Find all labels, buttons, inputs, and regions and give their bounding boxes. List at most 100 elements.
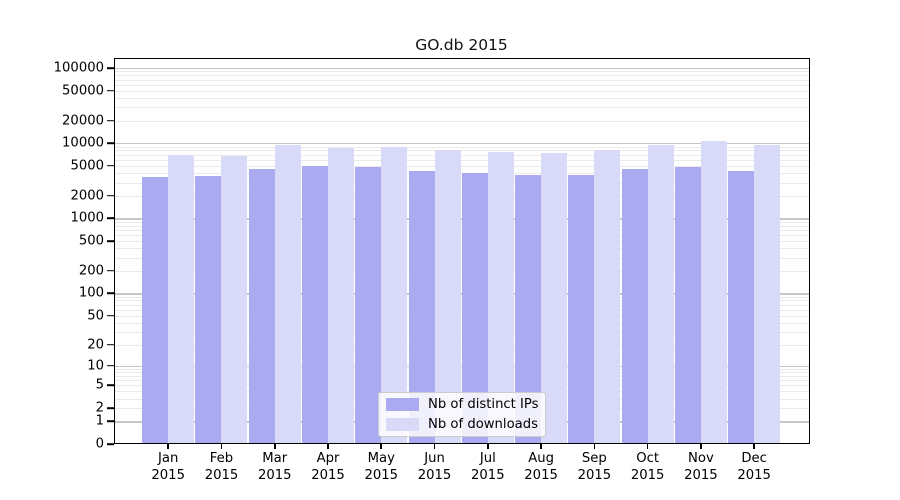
y-tick-label: 2 bbox=[95, 400, 104, 416]
minor-gridline bbox=[113, 270, 810, 272]
minor-gridline bbox=[113, 248, 810, 250]
minor-gridline bbox=[113, 84, 810, 86]
y-tick-mark bbox=[107, 194, 114, 197]
y-tick-mark bbox=[107, 165, 114, 167]
minor-gridline bbox=[113, 182, 810, 184]
minor-gridline bbox=[113, 315, 810, 317]
bar-jan-downloads bbox=[168, 155, 195, 444]
minor-gridline bbox=[113, 195, 810, 197]
minor-gridline bbox=[113, 331, 810, 333]
bar-sep-downloads bbox=[594, 149, 621, 444]
bar-dec-downloads bbox=[754, 145, 781, 444]
y-tick-mark bbox=[107, 240, 114, 242]
bar-oct-downloads bbox=[647, 144, 674, 444]
y-tick-mark bbox=[107, 314, 114, 317]
x-tick-label: May 2015 bbox=[364, 451, 399, 483]
x-tick-label: Dec 2015 bbox=[737, 451, 771, 483]
major-gridline bbox=[113, 67, 810, 70]
y-tick-label: 1 bbox=[95, 413, 104, 429]
minor-gridline bbox=[113, 150, 810, 152]
minor-gridline bbox=[113, 230, 810, 231]
legend-label: Nb of downloads bbox=[428, 417, 538, 432]
x-tick-label: Jun 2015 bbox=[417, 451, 452, 483]
minor-gridline bbox=[113, 296, 810, 298]
minor-gridline bbox=[113, 107, 810, 109]
y-tick-mark bbox=[107, 270, 114, 272]
bar-sep-ips bbox=[568, 174, 595, 444]
y-tick-mark bbox=[107, 67, 114, 69]
x-tick-mark bbox=[273, 444, 276, 449]
y-tick-label: 100 bbox=[78, 285, 104, 301]
x-tick-mark bbox=[593, 444, 596, 449]
bar-dec-ips bbox=[728, 170, 755, 444]
minor-gridline bbox=[113, 221, 810, 223]
bar-feb-downloads bbox=[221, 156, 248, 444]
y-tick-label: 5000 bbox=[70, 158, 104, 174]
bar-oct-ips bbox=[621, 168, 648, 444]
y-tick-mark bbox=[107, 420, 114, 423]
minor-gridline bbox=[113, 257, 810, 259]
bar-mar-downloads bbox=[274, 145, 301, 444]
y-tick-label: 5 bbox=[95, 377, 104, 393]
minor-gridline bbox=[113, 391, 810, 393]
x-tick-label: Jan 2015 bbox=[151, 451, 185, 483]
y-tick-mark bbox=[107, 119, 114, 122]
y-tick-mark bbox=[107, 217, 114, 220]
x-tick-label: Oct 2015 bbox=[630, 451, 665, 483]
minor-gridline bbox=[113, 75, 810, 77]
major-gridline bbox=[113, 365, 810, 367]
x-tick-label: Mar 2015 bbox=[257, 451, 292, 483]
y-tick-label: 500 bbox=[78, 233, 104, 249]
minor-gridline bbox=[113, 146, 810, 148]
bar-mar-ips bbox=[248, 168, 275, 444]
minor-gridline bbox=[113, 71, 810, 73]
major-gridline bbox=[113, 218, 810, 220]
y-tick-mark bbox=[107, 443, 114, 445]
y-tick-mark bbox=[107, 292, 114, 295]
major-gridline bbox=[113, 143, 810, 145]
minor-gridline bbox=[113, 376, 810, 378]
y-tick-mark bbox=[107, 384, 114, 387]
y-tick-label: 100000 bbox=[53, 60, 104, 76]
bar-may-ips bbox=[355, 167, 382, 444]
minor-gridline bbox=[113, 368, 810, 370]
x-tick-mark bbox=[220, 444, 223, 449]
legend-swatch-icon bbox=[386, 417, 419, 432]
chart-title: GO.db 2015 bbox=[415, 36, 508, 54]
x-tick-mark bbox=[433, 444, 436, 449]
y-tick-label: 20 bbox=[87, 337, 104, 353]
x-tick-label: Aug 2015 bbox=[524, 451, 558, 483]
minor-gridline bbox=[113, 159, 810, 161]
bar-feb-ips bbox=[195, 175, 222, 444]
y-tick-label: 50 bbox=[87, 308, 104, 324]
bar-apr-ips bbox=[302, 166, 328, 444]
minor-gridline bbox=[113, 90, 810, 92]
legend-item: Nb of downloads bbox=[379, 417, 545, 432]
x-tick-mark bbox=[487, 444, 489, 449]
legend-swatch-icon bbox=[386, 397, 419, 412]
y-tick-label: 200 bbox=[78, 263, 104, 279]
minor-gridline bbox=[113, 344, 810, 346]
minor-gridline bbox=[113, 235, 810, 237]
x-tick-mark bbox=[753, 444, 755, 449]
y-tick-label: 50000 bbox=[62, 83, 104, 99]
x-tick-label: Sep 2015 bbox=[577, 451, 612, 483]
y-tick-label: 1000 bbox=[70, 210, 104, 226]
minor-gridline bbox=[113, 240, 810, 242]
minor-gridline bbox=[113, 380, 810, 382]
x-tick-mark bbox=[700, 444, 702, 449]
legend-item: Nb of distinct IPs bbox=[379, 397, 545, 412]
minor-gridline bbox=[113, 309, 810, 311]
minor-gridline bbox=[113, 173, 810, 175]
y-tick-mark bbox=[107, 407, 114, 409]
minor-gridline bbox=[113, 97, 810, 99]
y-tick-mark bbox=[107, 364, 114, 367]
major-gridline bbox=[113, 293, 810, 295]
bar-nov-ips bbox=[674, 167, 701, 444]
bar-nov-downloads bbox=[700, 140, 727, 444]
x-tick-label: Feb 2015 bbox=[204, 451, 239, 483]
minor-gridline bbox=[113, 120, 810, 122]
x-tick-mark bbox=[540, 444, 542, 449]
minor-gridline bbox=[113, 225, 810, 227]
